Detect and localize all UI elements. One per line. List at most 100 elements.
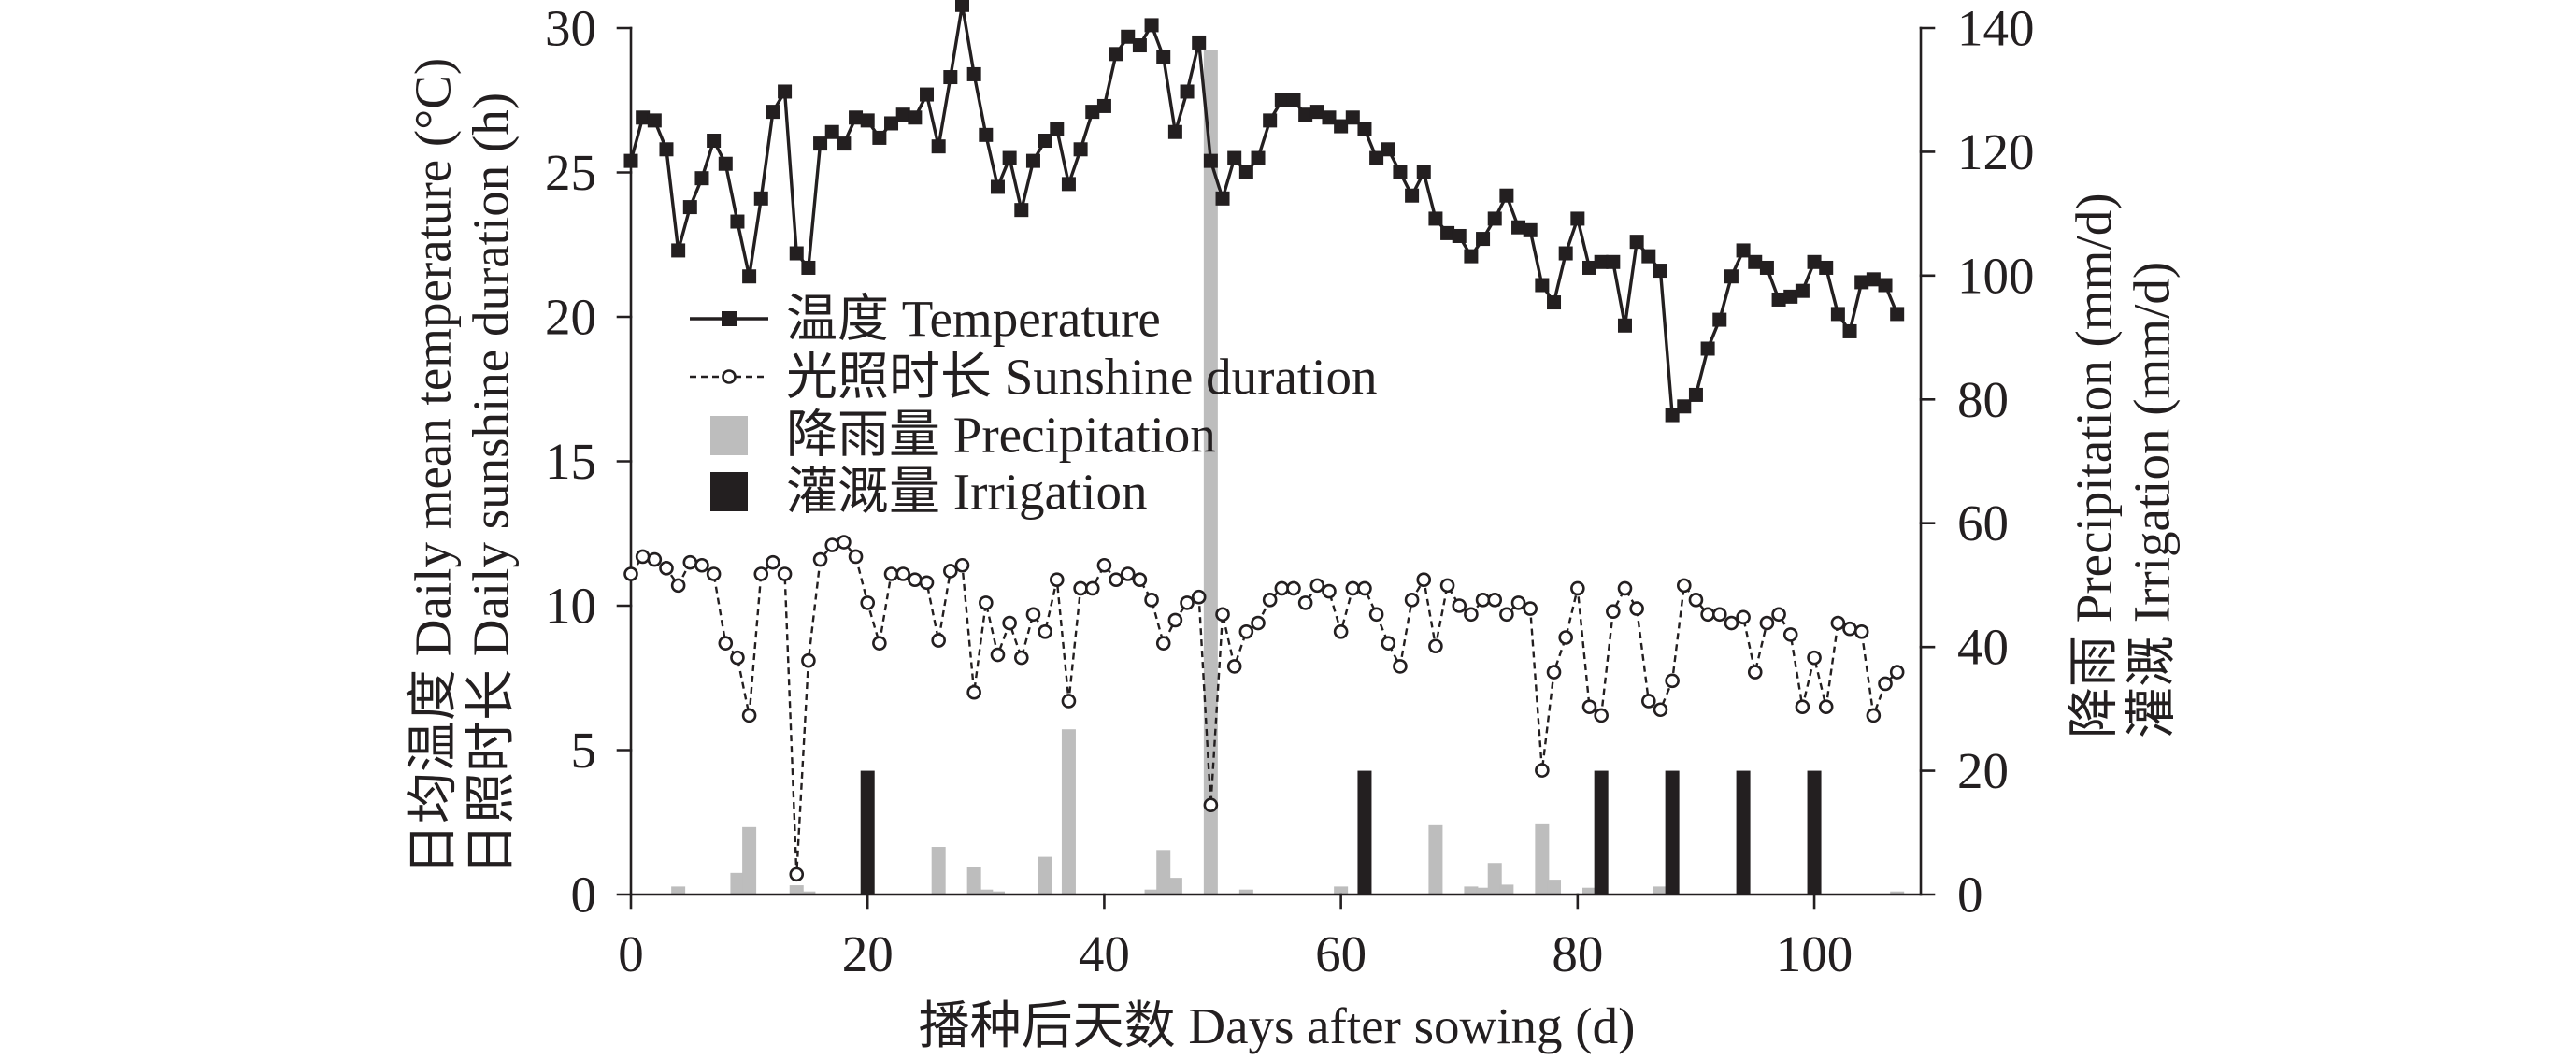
temperature-point (1440, 225, 1455, 240)
x-axis-label: 播种后天数 Days after sowing (d) (919, 997, 1636, 1054)
precipitation-bar (1487, 863, 1502, 895)
temperature-point (682, 200, 697, 215)
sunshine-duration-point (1570, 580, 1585, 596)
sunshine-duration-point (718, 636, 734, 651)
temperature-point (1038, 134, 1052, 149)
left-y-tick-label: 0 (571, 867, 597, 924)
sunshine-duration-point (1203, 797, 1219, 813)
temperature-point (1050, 122, 1065, 136)
sunshine-duration-point (1357, 580, 1372, 596)
temperature-point (1511, 220, 1526, 235)
sunshine-duration-point (872, 636, 887, 651)
sunshine-duration-point (1724, 615, 1739, 631)
temperature-point (636, 110, 651, 125)
temperature-point (1535, 278, 1550, 293)
temperature-point (1192, 35, 1207, 50)
temperature-point (1759, 260, 1774, 275)
temperature-point (1286, 93, 1301, 107)
sunshine-duration-point (919, 575, 935, 591)
temperature-point (1558, 246, 1573, 261)
sunshine-duration-point (635, 549, 651, 565)
sunshine-duration-point (1510, 595, 1526, 610)
sunshine-duration-point (1594, 708, 1609, 723)
sunshine-duration-point (1475, 593, 1491, 608)
sunshine-duration-point (1866, 708, 1882, 723)
sunshine-duration-point (1499, 607, 1514, 623)
precipitation-bar (1203, 50, 1218, 895)
temperature-point (1890, 307, 1905, 322)
sunshine-duration-point (1830, 615, 1846, 631)
x-tick-label: 40 (1079, 925, 1130, 982)
sunshine-duration-point (1167, 612, 1183, 628)
sunshine-duration-point (789, 867, 805, 882)
right-y-tick-label: 80 (1957, 371, 2009, 428)
sunshine-duration-point (1452, 598, 1467, 613)
temperature-point (1464, 249, 1479, 264)
temperature-point (694, 171, 709, 186)
right-y-tick-label: 100 (1957, 247, 2035, 304)
temperature-point (778, 84, 793, 99)
temperature-point (849, 110, 864, 125)
temperature-point (943, 70, 958, 85)
temperature-point (1712, 312, 1727, 327)
sunshine-duration-point (990, 647, 1006, 663)
sunshine-duration-point (943, 564, 958, 579)
sunshine-duration-point (1676, 578, 1692, 594)
temperature-point (1393, 165, 1408, 179)
sunshine-duration-point (1782, 627, 1798, 642)
sunshine-duration-point (1061, 694, 1077, 709)
precipitation-bar (1476, 887, 1491, 895)
sunshine-duration-point (670, 578, 686, 594)
precipitation-bar (1061, 729, 1076, 895)
temperature-point (1025, 153, 1040, 168)
sunshine-duration-point (777, 566, 793, 581)
precipitation-bar (801, 891, 816, 895)
precipitation-bar (966, 867, 981, 895)
temperature-point (1807, 254, 1822, 269)
irrigation-bar (860, 770, 875, 895)
legend-precipitation-swatch (710, 416, 748, 455)
sunshine-duration-point (1464, 607, 1479, 623)
temperature-point (954, 0, 969, 12)
temperature-point (1369, 150, 1384, 165)
temperature-point (1309, 105, 1324, 120)
lines-layer (623, 0, 1905, 882)
irrigation-bar (1736, 770, 1751, 895)
sunshine-duration-point (1155, 636, 1171, 651)
sunshine-duration-point (1416, 572, 1432, 587)
precipitation-bar (990, 891, 1005, 895)
sunshine-duration-point (1191, 589, 1207, 605)
sunshine-duration-point (1132, 572, 1148, 587)
legend: 温度 Temperature 光照时长 Sunshine duration 降雨… (690, 291, 1377, 521)
temperature-point (1617, 318, 1632, 333)
sunshine-duration-point (682, 554, 698, 570)
sunshine-duration-point (1771, 607, 1786, 623)
temperature-point (1771, 292, 1786, 307)
temperature-point (1014, 203, 1029, 218)
sunshine-duration-point (1002, 615, 1017, 631)
sunshine-duration-point (1393, 659, 1408, 674)
precipitation-bar (931, 847, 946, 895)
temperature-point (1783, 289, 1798, 304)
temperature-point (1274, 93, 1289, 107)
sunshine-duration-point (1853, 624, 1869, 639)
temperature-point (1215, 191, 1230, 206)
precipitation-bar (1038, 856, 1052, 895)
sunshine-duration-point (1381, 636, 1396, 651)
sunshine-duration-point (848, 549, 864, 565)
temperature-point (966, 66, 981, 81)
temperature-point (1594, 254, 1609, 269)
irrigation-bar (1357, 770, 1372, 895)
temperature-point (1499, 188, 1514, 203)
temperature-point (730, 214, 745, 229)
sunshine-duration-point (954, 557, 970, 573)
temperature-point (1203, 153, 1218, 168)
temperature-point (979, 127, 994, 142)
sunshine-duration-point (979, 595, 994, 610)
sunshine-duration-point (860, 595, 876, 610)
precipitation-bar (1238, 889, 1253, 895)
sunshine-duration-point (1795, 699, 1810, 714)
sunshine-duration-point (1889, 665, 1905, 680)
sunshine-duration-point (694, 557, 709, 573)
temperature-point (1570, 211, 1585, 226)
